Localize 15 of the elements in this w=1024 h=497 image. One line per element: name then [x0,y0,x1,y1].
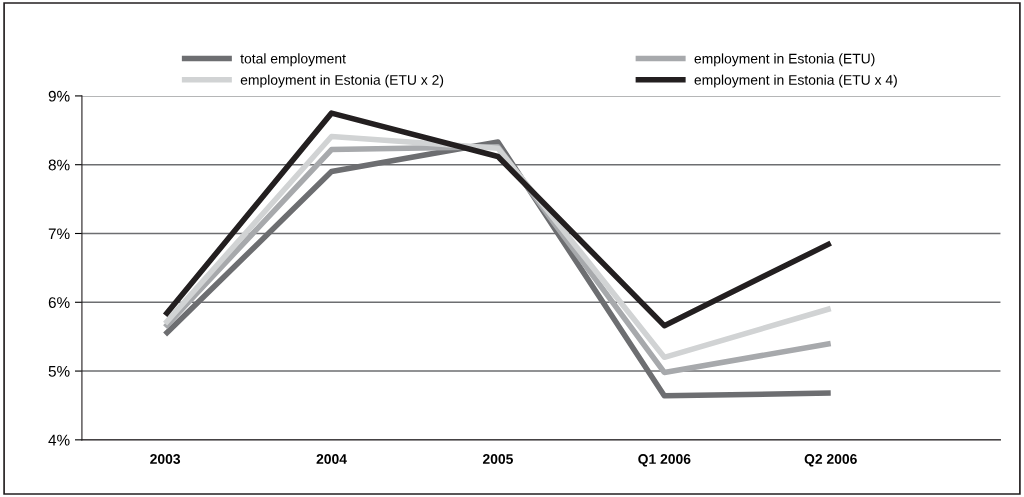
legend-label: total employment [240,53,346,67]
y-tick-label: 9% [48,90,70,102]
x-tick-label: Q2 2006 [804,454,857,467]
legend-label: employment in Estonia (ETU) [694,53,875,67]
y-tick-label: 8% [48,159,70,171]
legend-label: employment in Estonia (ETU x 2) [240,74,444,88]
x-tick-label: Q1 2006 [638,454,691,467]
y-tick-label: 4% [48,434,70,446]
x-tick-label: 2005 [482,454,513,464]
y-tick-label: 7% [48,228,70,240]
y-tick-label: 6% [48,297,70,308]
x-tick-label: 2003 [150,454,181,464]
y-tick-label: 5% [48,365,70,377]
x-tick-label: 2004 [316,454,347,464]
legend-label: employment in Estonia (ETU x 4) [694,74,897,88]
